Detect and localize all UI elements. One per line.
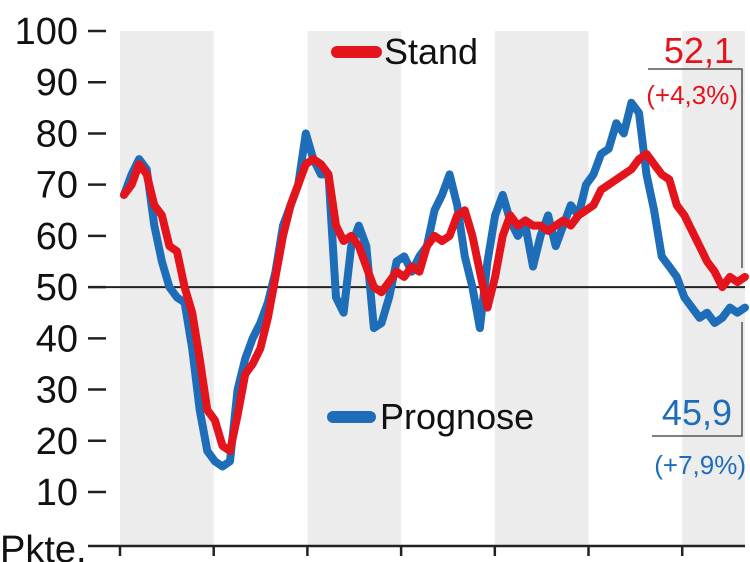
y-tick-label: 20 — [36, 421, 78, 463]
y-tick-label: 40 — [36, 318, 78, 360]
x-axis-ticks — [118, 546, 684, 556]
stand-label-bracket — [648, 68, 743, 268]
y-unit-label: Pkte. — [0, 529, 87, 562]
y-axis: 100 90 80 70 60 50 40 30 20 10 — [15, 11, 106, 514]
stand-end-change: (+4,3%) — [646, 80, 738, 110]
y-tick-label: 100 — [15, 11, 78, 53]
period-band — [494, 31, 589, 546]
end-value-labels: 52,1 (+4,3%) 45,9 (+7,9%) — [646, 30, 746, 480]
series-line-prognose — [120, 98, 749, 471]
period-band — [682, 31, 745, 546]
legend-label-stand: Stand — [384, 31, 478, 72]
series-line-stand — [120, 149, 749, 455]
y-tick-label: 50 — [36, 267, 78, 309]
prognose-label-bracket — [652, 322, 743, 437]
prognose-end-change: (+7,9%) — [654, 450, 746, 480]
y-tick-label: 30 — [36, 370, 78, 412]
y-tick-label: 70 — [36, 165, 78, 207]
stand-end-value: 52,1 — [664, 30, 734, 71]
legend: Stand Prognose — [327, 31, 534, 437]
y-tick-label: 80 — [36, 113, 78, 155]
y-tick-label: 90 — [36, 62, 78, 104]
series-lines — [120, 98, 749, 471]
prognose-end-value: 45,9 — [662, 392, 732, 433]
legend-label-prognose: Prognose — [380, 396, 534, 437]
y-tick-label: 10 — [36, 472, 78, 514]
y-tick-label: 60 — [36, 216, 78, 258]
